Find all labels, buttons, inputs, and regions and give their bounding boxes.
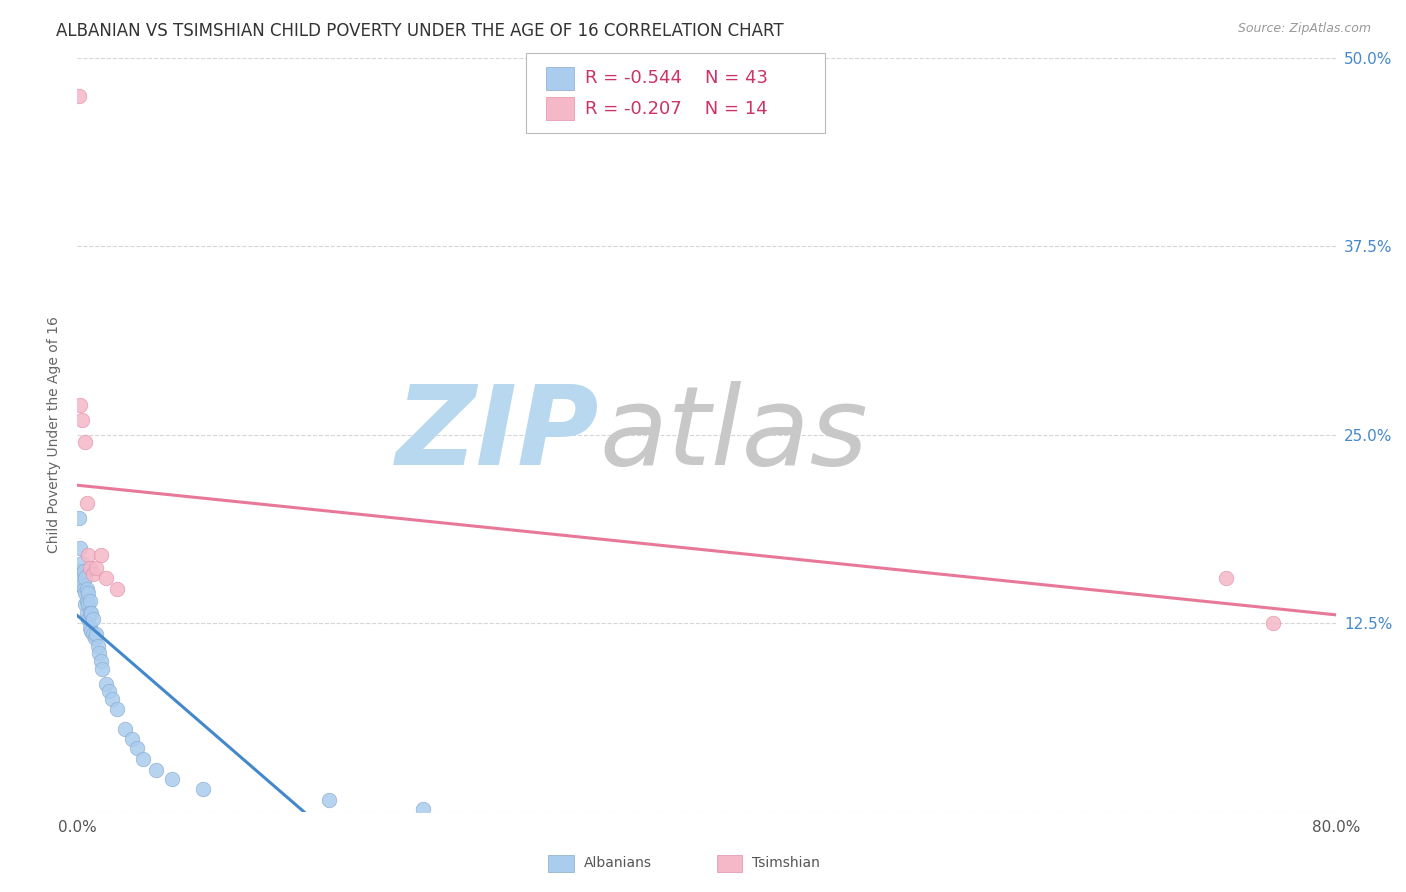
Point: [91, 661, 114, 675]
Point: [145, 763, 167, 777]
Point: [318, 792, 340, 806]
Point: [76, 582, 98, 596]
Point: [75, 586, 97, 600]
Point: [97, 684, 120, 698]
Point: [70, 413, 93, 427]
Point: [127, 741, 149, 756]
Point: [90, 654, 112, 668]
Text: Tsimshian: Tsimshian: [752, 856, 820, 871]
Point: [75, 571, 97, 585]
Point: [82, 612, 104, 626]
Point: [80, 624, 103, 638]
Point: [79, 560, 101, 574]
Text: ALBANIAN VS TSIMSHIAN CHILD POVERTY UNDER THE AGE OF 16 CORRELATION CHART: ALBANIAN VS TSIMSHIAN CHILD POVERTY UNDE…: [56, 22, 785, 40]
Point: [70, 571, 93, 585]
Point: [105, 702, 128, 716]
Point: [160, 772, 183, 786]
Point: [87, 639, 110, 653]
Point: [79, 606, 101, 620]
Point: [82, 627, 104, 641]
Text: ZIP: ZIP: [396, 382, 599, 488]
Point: [77, 586, 100, 600]
Point: [70, 579, 93, 593]
Point: [191, 782, 215, 797]
Point: [84, 627, 107, 641]
Point: [84, 560, 107, 574]
Point: [77, 549, 100, 563]
Point: [132, 752, 155, 766]
Point: [80, 606, 103, 620]
Point: [101, 691, 124, 706]
Point: [67, 88, 90, 103]
Point: [121, 732, 143, 747]
Point: [69, 564, 91, 578]
Y-axis label: Child Poverty Under the Age of 16: Child Poverty Under the Age of 16: [48, 317, 62, 553]
Point: [82, 566, 104, 581]
Point: [76, 593, 98, 607]
Text: R = -0.544    N = 43: R = -0.544 N = 43: [585, 70, 768, 87]
Point: [67, 510, 90, 524]
Text: R = -0.207    N = 14: R = -0.207 N = 14: [585, 100, 768, 118]
Point: [76, 606, 98, 620]
Point: [1215, 571, 1237, 585]
Text: atlas: atlas: [599, 382, 868, 488]
Point: [75, 597, 97, 611]
Point: [114, 722, 136, 736]
Point: [89, 647, 111, 661]
Point: [77, 597, 100, 611]
Point: [412, 802, 434, 816]
Point: [90, 549, 112, 563]
Point: [76, 496, 98, 510]
Point: [72, 582, 94, 596]
Point: [105, 582, 128, 596]
Point: [75, 435, 97, 450]
Text: Source: ZipAtlas.com: Source: ZipAtlas.com: [1237, 22, 1371, 36]
Point: [83, 632, 105, 646]
Point: [94, 676, 117, 690]
Point: [69, 541, 91, 555]
Point: [77, 612, 100, 626]
Point: [70, 556, 93, 570]
Point: [1261, 616, 1284, 631]
Point: [69, 398, 91, 412]
Point: [72, 564, 94, 578]
Point: [79, 621, 101, 635]
Point: [79, 593, 101, 607]
Point: [94, 571, 117, 585]
Text: Albanians: Albanians: [583, 856, 651, 871]
